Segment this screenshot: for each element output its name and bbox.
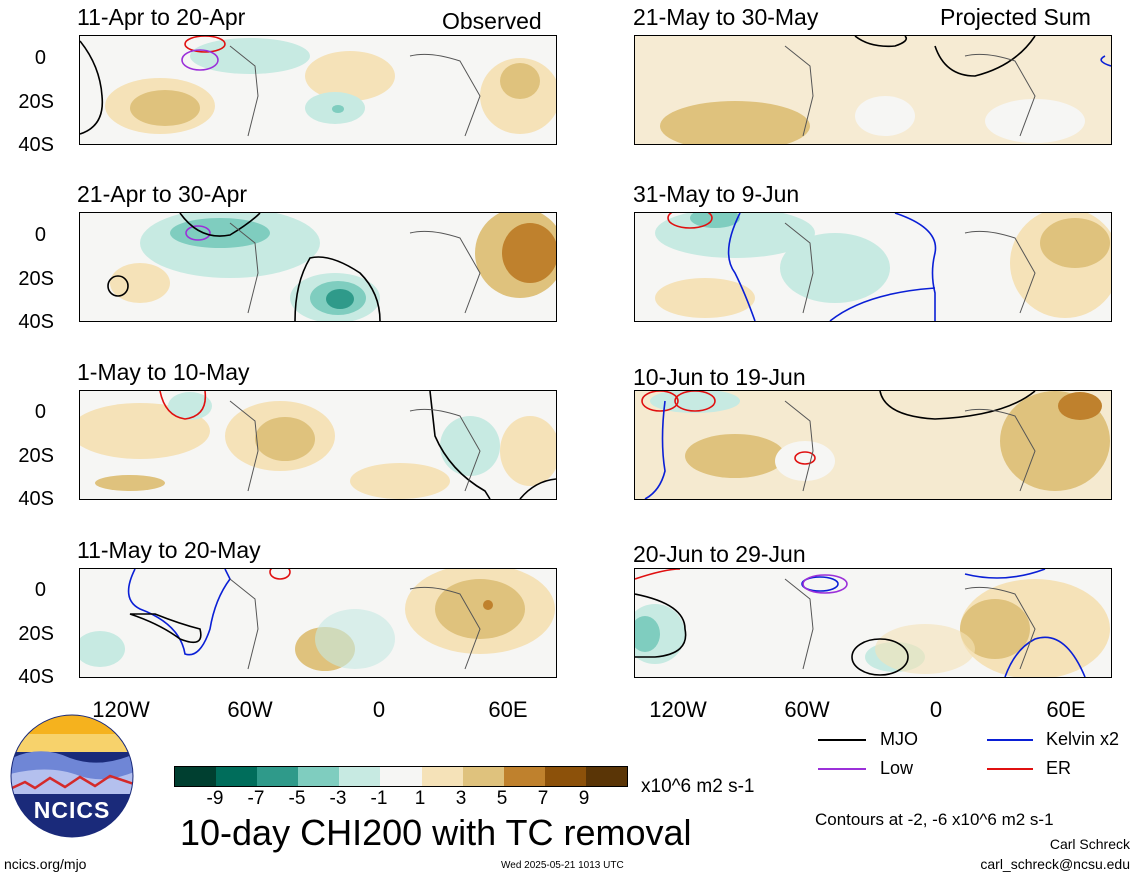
colorbar-swatch bbox=[421, 767, 463, 786]
lon-label-60e-right: 60E bbox=[1046, 697, 1086, 722]
figure-title: 10-day CHI200 with TC removal bbox=[180, 812, 692, 853]
colorbar-units: x10^6 m2 s-1 bbox=[641, 776, 755, 797]
legend-low-label: Low bbox=[880, 758, 914, 778]
legend-mjo-line bbox=[818, 739, 866, 741]
timestamp: Wed 2025-05-21 1013 UTC bbox=[501, 860, 624, 871]
lat-label-40s-r1: 40S bbox=[18, 134, 54, 156]
contour-note: Contours at -2, -6 x10^6 m2 s-1 bbox=[815, 810, 1054, 829]
lon-label-60e-left: 60E bbox=[488, 697, 528, 722]
map-projected-4 bbox=[634, 568, 1112, 678]
map-svg bbox=[655, 213, 1111, 321]
colorbar-swatch bbox=[216, 767, 258, 786]
colorbar-swatch bbox=[339, 767, 381, 786]
colorbar-swatch bbox=[298, 767, 340, 786]
lat-label-0-r2: 0 bbox=[34, 224, 46, 246]
map-svg bbox=[635, 36, 1111, 144]
panel-title-obs-4: 11-May to 20-May bbox=[77, 537, 261, 563]
panel-title-proj-4: 20-Jun to 29-Jun bbox=[633, 541, 806, 567]
lon-label-0-right: 0 bbox=[929, 697, 943, 722]
colorbar-tick: 7 bbox=[537, 788, 549, 809]
panel-title-obs-1: 11-Apr to 20-Apr bbox=[77, 4, 246, 30]
ncics-logo: NCICS bbox=[10, 714, 134, 838]
map-projected-2 bbox=[634, 212, 1112, 322]
map-svg bbox=[80, 569, 555, 671]
colorbar-swatch bbox=[462, 767, 504, 786]
lat-label-0-r1: 0 bbox=[34, 47, 46, 69]
lat-label-20s-r4: 20S bbox=[18, 623, 54, 645]
lon-label-0-left: 0 bbox=[372, 697, 386, 722]
lon-label-60w-left: 60W bbox=[227, 697, 273, 722]
colorbar-tick: -1 bbox=[370, 788, 388, 809]
map-svg bbox=[635, 391, 1111, 499]
colorbar-tick: 1 bbox=[414, 788, 426, 809]
colorbar-swatch bbox=[544, 767, 586, 786]
lat-label-20s-r1: 20S bbox=[18, 91, 54, 113]
map-observed-1 bbox=[79, 35, 557, 145]
colorbar-tick: 5 bbox=[496, 788, 508, 809]
lat-label-40s-r3: 40S bbox=[18, 488, 54, 510]
panel-title-obs-2: 21-Apr to 30-Apr bbox=[77, 181, 248, 207]
lat-label-0-r4: 0 bbox=[34, 579, 46, 601]
lat-label-20s-r2: 20S bbox=[18, 268, 54, 290]
projected-label: Projected Sum bbox=[940, 4, 1091, 30]
lat-label-20s-r3: 20S bbox=[18, 445, 54, 467]
logo-svg bbox=[10, 714, 134, 838]
panel-title-proj-3: 10-Jun to 19-Jun bbox=[633, 364, 806, 390]
colorbar-swatch bbox=[257, 767, 299, 786]
lat-label-40s-r4: 40S bbox=[18, 666, 54, 688]
legend-er-line bbox=[987, 768, 1033, 770]
legend-kelvin-line bbox=[987, 739, 1033, 741]
legend-mjo-label: MJO bbox=[880, 729, 918, 749]
lon-label-120w-left: 120W bbox=[92, 697, 150, 722]
colorbar-tick: -5 bbox=[288, 788, 306, 809]
lon-label-120w-right: 120W bbox=[649, 697, 707, 722]
map-observed-4 bbox=[79, 568, 557, 678]
map-svg bbox=[80, 391, 556, 499]
colorbar-tick: -7 bbox=[247, 788, 265, 809]
map-svg bbox=[107, 213, 556, 321]
panel-title-proj-1: 21-May to 30-May bbox=[633, 4, 819, 30]
colorbar-swatch bbox=[503, 767, 545, 786]
colorbar-swatch bbox=[175, 767, 217, 786]
map-projected-3 bbox=[634, 390, 1112, 500]
author-email: carl_schreck@ncsu.edu bbox=[980, 856, 1130, 872]
lat-label-40s-r2: 40S bbox=[18, 311, 54, 333]
colorbar-tick: 9 bbox=[578, 788, 590, 809]
map-svg bbox=[635, 569, 1110, 677]
colorbar-swatch bbox=[380, 767, 422, 786]
observed-label: Observed bbox=[442, 8, 542, 34]
logo-text: NCICS bbox=[33, 797, 111, 823]
colorbar-swatch bbox=[585, 767, 628, 786]
panel-title-proj-2: 31-May to 9-Jun bbox=[633, 181, 800, 207]
map-observed-3 bbox=[79, 390, 557, 500]
panel-title-obs-3: 1-May to 10-May bbox=[77, 359, 250, 385]
lon-label-60w-right: 60W bbox=[784, 697, 830, 722]
legend-kelvin-label: Kelvin x2 bbox=[1046, 729, 1120, 749]
colorbar bbox=[174, 766, 628, 787]
colorbar-tick: 3 bbox=[455, 788, 467, 809]
map-svg bbox=[80, 36, 556, 137]
colorbar-tick: -9 bbox=[206, 788, 224, 809]
legend-low-line bbox=[818, 768, 866, 770]
legend-er-label: ER bbox=[1046, 758, 1072, 778]
colorbar-tick: -3 bbox=[329, 788, 347, 809]
map-observed-2 bbox=[79, 212, 557, 322]
site-url: ncics.org/mjo bbox=[4, 856, 87, 872]
map-projected-1 bbox=[634, 35, 1112, 145]
lat-label-0-r3: 0 bbox=[34, 401, 46, 423]
author-name: Carl Schreck bbox=[1049, 836, 1130, 852]
